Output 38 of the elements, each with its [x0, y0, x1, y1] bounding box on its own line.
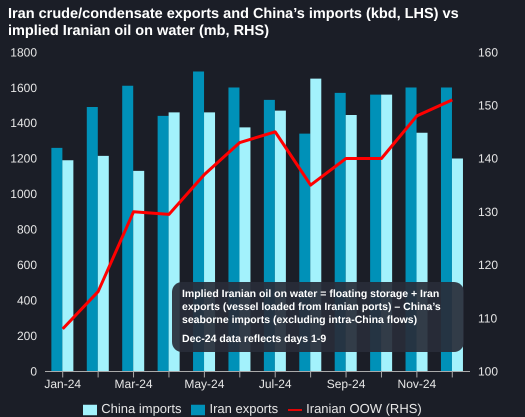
y-tick-label: 200 [16, 329, 38, 344]
bar [62, 160, 74, 372]
annotation: Dec-24 data reflects days 1-9 [182, 333, 328, 346]
y2-tick-label: 150 [478, 98, 498, 112]
y2-tick-label: 120 [478, 258, 498, 272]
x-tick-label: Sep-24 [326, 376, 366, 391]
legend-label: Iran exports [209, 401, 278, 416]
y2-tick-label: 160 [478, 45, 498, 60]
y-tick-label: 1200 [10, 152, 38, 166]
bar [86, 107, 98, 372]
legend-label: China imports [101, 401, 182, 416]
y-tick-label: 1800 [10, 45, 38, 60]
bar [158, 116, 169, 372]
y-tick-label: 1400 [10, 116, 38, 130]
y2-tick-label: 130 [478, 204, 498, 219]
bar [51, 148, 62, 372]
y-tick-label: 600 [16, 258, 38, 272]
bar [133, 170, 144, 372]
legend-label: Iranian OOW (RHS) [306, 401, 422, 416]
bar [122, 86, 134, 372]
x-tick-label: Mar-24 [114, 376, 153, 391]
y-tick-label: 800 [16, 222, 38, 237]
y-tick-label: 0 [30, 364, 38, 379]
chart-title: Iran crude/condensate exports and China’s imports (kbd, LHS) vs implied Iranian oil on water (mb, RHS) [8, 6, 460, 40]
y-tick-label: 1000 [10, 187, 38, 202]
x-tick-label: May-24 [184, 376, 225, 391]
bar [98, 156, 109, 372]
y2-tick-label: 140 [478, 152, 498, 166]
x-tick-label: Nov-24 [398, 376, 437, 391]
y-tick-label: 400 [16, 294, 38, 308]
line-series [61, 98, 454, 330]
x-tick-label: Jan-24 [44, 376, 82, 391]
note-box: Implied Iranian oil on water = floating storage + Iran exports (vessel loaded from Iranian ports) – China’s seaborne imports (excluding intra-China flows) Dec-24 data reflects days 1-9 [172, 282, 464, 352]
x-tick-label: Jul-24 [258, 376, 292, 391]
y2-tick-label: 100 [478, 364, 498, 379]
annotation: Implied Iranian oil on water = floating storage + Iran exports (vessel loaded from Iranian ports) – China’s seaborne imports (excluding intra-China flows) [182, 288, 442, 327]
y-tick-label: 1600 [10, 80, 38, 95]
y2-tick-label: 110 [478, 311, 498, 326]
